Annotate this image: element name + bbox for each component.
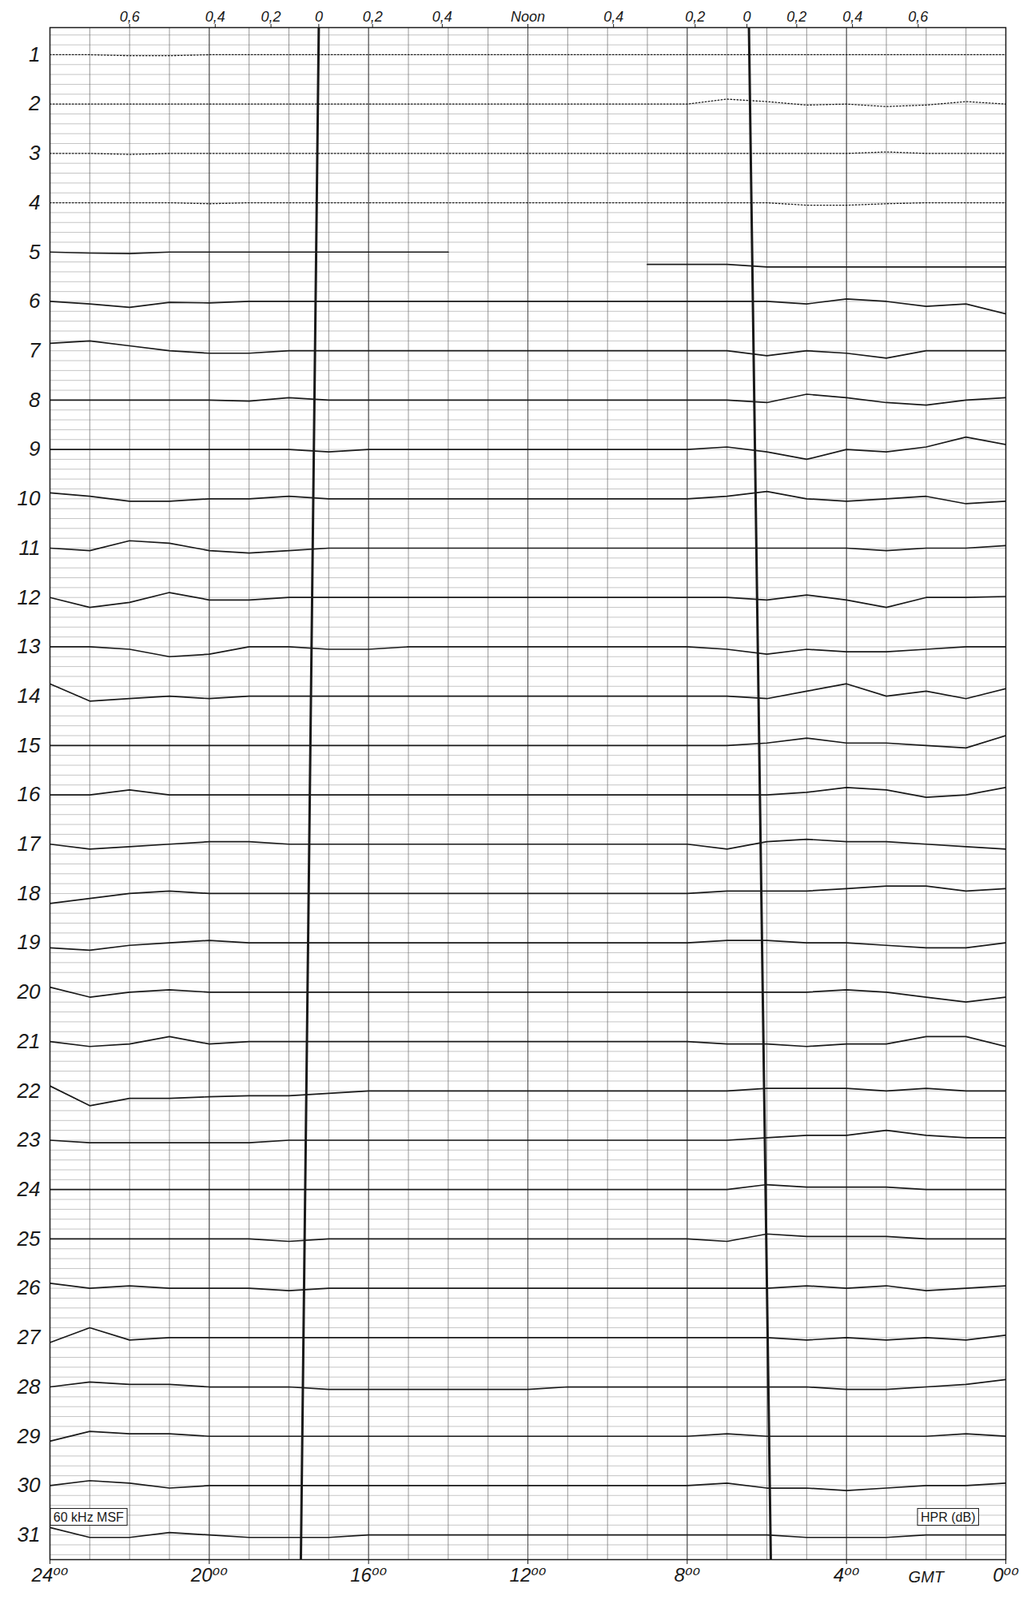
svg-text:HPR (dB): HPR (dB) <box>920 1509 976 1524</box>
svg-text:13: 13 <box>17 633 41 658</box>
svg-text:0,4: 0,4 <box>432 8 453 25</box>
svg-text:GMT: GMT <box>908 1567 946 1585</box>
svg-text:25: 25 <box>16 1226 41 1250</box>
svg-text:8: 8 <box>28 387 41 412</box>
svg-text:14: 14 <box>17 683 41 708</box>
svg-text:30: 30 <box>17 1472 41 1497</box>
svg-text:0: 0 <box>743 8 752 25</box>
svg-text:17: 17 <box>17 831 42 856</box>
svg-text:60 kHz MSF: 60 kHz MSF <box>53 1509 124 1524</box>
svg-text:1: 1 <box>28 42 40 67</box>
svg-text:8⁰⁰: 8⁰⁰ <box>674 1563 701 1585</box>
svg-text:0,2: 0,2 <box>362 8 383 25</box>
svg-text:16: 16 <box>17 781 41 806</box>
svg-text:27: 27 <box>16 1324 42 1349</box>
svg-text:21: 21 <box>16 1028 41 1053</box>
svg-text:12: 12 <box>17 585 41 610</box>
svg-text:0,2: 0,2 <box>786 8 807 25</box>
svg-text:0⁰⁰: 0⁰⁰ <box>992 1563 1020 1585</box>
svg-text:16⁰⁰: 16⁰⁰ <box>350 1563 387 1585</box>
svg-text:15: 15 <box>17 732 41 757</box>
svg-text:0,2: 0,2 <box>684 8 705 25</box>
svg-text:4⁰⁰: 4⁰⁰ <box>833 1563 860 1585</box>
svg-text:26: 26 <box>16 1274 41 1299</box>
svg-text:11: 11 <box>19 535 41 560</box>
svg-text:2: 2 <box>27 91 41 116</box>
svg-text:9: 9 <box>28 436 40 461</box>
svg-text:7: 7 <box>28 338 42 363</box>
svg-text:5: 5 <box>28 239 41 264</box>
svg-text:18: 18 <box>17 880 41 905</box>
svg-text:24: 24 <box>16 1176 41 1201</box>
svg-text:0,4: 0,4 <box>205 8 226 25</box>
svg-text:31: 31 <box>17 1521 41 1546</box>
svg-text:3: 3 <box>28 140 41 165</box>
svg-text:4: 4 <box>28 190 40 215</box>
svg-text:0,4: 0,4 <box>842 8 863 25</box>
svg-text:0: 0 <box>314 8 323 25</box>
svg-text:Noon: Noon <box>510 8 546 25</box>
svg-text:22: 22 <box>16 1078 41 1103</box>
svg-text:29: 29 <box>16 1423 41 1448</box>
svg-text:28: 28 <box>16 1373 41 1398</box>
svg-text:20⁰⁰: 20⁰⁰ <box>190 1563 228 1585</box>
svg-text:0,6: 0,6 <box>907 8 929 25</box>
svg-text:19: 19 <box>17 929 41 954</box>
svg-text:6: 6 <box>28 288 41 313</box>
svg-text:20: 20 <box>16 979 41 1004</box>
svg-text:0,6: 0,6 <box>119 8 141 25</box>
svg-text:24⁰⁰: 24⁰⁰ <box>31 1563 69 1585</box>
svg-text:0,4: 0,4 <box>603 8 624 25</box>
svg-text:10: 10 <box>17 485 41 510</box>
svg-text:23: 23 <box>16 1126 41 1151</box>
svg-text:12⁰⁰: 12⁰⁰ <box>509 1563 547 1585</box>
svg-text:0,2: 0,2 <box>261 8 282 25</box>
